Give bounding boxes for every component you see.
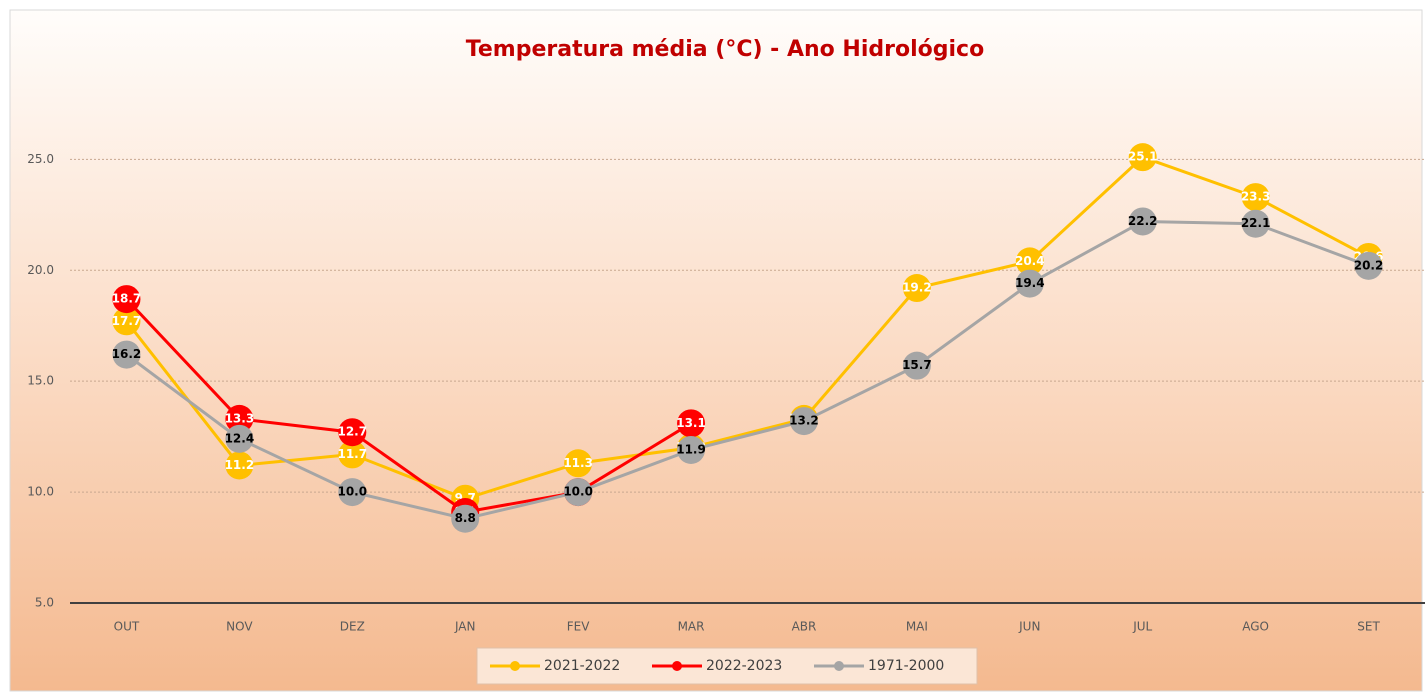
data-label: 8.8 bbox=[455, 511, 476, 525]
y-tick-label: 5.0 bbox=[35, 596, 54, 610]
x-tick-label: MAI bbox=[906, 620, 928, 634]
data-point bbox=[564, 478, 593, 507]
x-tick-label: FEV bbox=[567, 620, 590, 634]
data-label: 11.3 bbox=[563, 456, 593, 470]
legend-marker bbox=[672, 661, 682, 671]
y-tick-label: 15.0 bbox=[27, 374, 54, 388]
y-tick-label: 20.0 bbox=[27, 263, 54, 277]
data-point bbox=[451, 504, 480, 533]
x-tick-label: JUN bbox=[1018, 620, 1040, 634]
data-point bbox=[1241, 183, 1270, 212]
data-label: 10.0 bbox=[337, 485, 367, 499]
data-label: 19.4 bbox=[1015, 276, 1045, 290]
data-point bbox=[902, 351, 931, 380]
data-label: 23.3 bbox=[1241, 190, 1271, 204]
data-point bbox=[225, 424, 254, 453]
legend-label: 2022-2023 bbox=[706, 658, 782, 674]
chart-area bbox=[9, 9, 1423, 692]
series-line bbox=[125, 298, 692, 514]
data-label: 11.2 bbox=[225, 458, 255, 472]
data-label: 22.2 bbox=[1128, 214, 1158, 228]
data-label: 11.9 bbox=[676, 442, 706, 456]
data-label: 18.7 bbox=[112, 292, 142, 306]
data-point bbox=[1015, 247, 1044, 276]
data-label: 11.7 bbox=[337, 447, 367, 461]
x-tick-label: JAN bbox=[454, 620, 476, 634]
x-tick-label: MAR bbox=[678, 620, 705, 634]
data-label: 20.2 bbox=[1354, 258, 1384, 272]
legend-box bbox=[476, 647, 978, 685]
legend-marker bbox=[834, 661, 844, 671]
y-tick-label: 10.0 bbox=[27, 485, 54, 499]
data-point bbox=[789, 407, 818, 436]
data-point bbox=[1015, 269, 1044, 298]
data-point bbox=[112, 307, 141, 336]
x-tick-label: NOV bbox=[226, 620, 253, 634]
data-point bbox=[112, 285, 141, 314]
x-tick-label: DEZ bbox=[340, 620, 365, 634]
data-point bbox=[1354, 251, 1383, 280]
x-tick-label: OUT bbox=[114, 620, 140, 634]
data-point bbox=[902, 274, 931, 303]
data-label: 22.1 bbox=[1241, 216, 1271, 230]
data-label: 17.7 bbox=[112, 314, 142, 328]
x-tick-label: SET bbox=[1357, 620, 1380, 634]
data-point bbox=[677, 435, 706, 464]
x-tick-label: JUL bbox=[1132, 620, 1152, 634]
data-point bbox=[338, 478, 367, 507]
data-point bbox=[677, 409, 706, 438]
data-point bbox=[1128, 143, 1157, 172]
data-label: 25.1 bbox=[1128, 150, 1158, 164]
data-label: 20.4 bbox=[1015, 254, 1045, 268]
data-label: 12.4 bbox=[225, 431, 255, 445]
legend-marker bbox=[510, 661, 520, 671]
chart-title: Temperatura média (°C) - Ano Hidrológico bbox=[466, 37, 984, 62]
data-point bbox=[112, 340, 141, 369]
data-label: 13.1 bbox=[676, 416, 706, 430]
data-point bbox=[1128, 207, 1157, 236]
data-point bbox=[225, 404, 254, 433]
data-label: 12.7 bbox=[337, 425, 367, 439]
data-label: 10.0 bbox=[563, 485, 593, 499]
data-point bbox=[338, 418, 367, 447]
data-label: 15.7 bbox=[902, 358, 932, 372]
data-point bbox=[338, 440, 367, 469]
y-tick-label: 25.0 bbox=[27, 152, 54, 166]
data-point bbox=[1241, 209, 1270, 238]
data-label: 13.3 bbox=[225, 411, 255, 425]
x-tick-label: ABR bbox=[792, 620, 817, 634]
legend-label: 2021-2022 bbox=[544, 658, 620, 674]
legend-label: 1971-2000 bbox=[868, 658, 944, 674]
x-tick-label: AGO bbox=[1242, 620, 1269, 634]
data-point bbox=[225, 451, 254, 480]
data-label: 13.2 bbox=[789, 414, 819, 428]
series-line bbox=[125, 219, 1370, 521]
data-label: 19.2 bbox=[902, 281, 932, 295]
series-line bbox=[125, 155, 1370, 501]
data-label: 16.2 bbox=[112, 347, 142, 361]
data-point bbox=[564, 449, 593, 478]
